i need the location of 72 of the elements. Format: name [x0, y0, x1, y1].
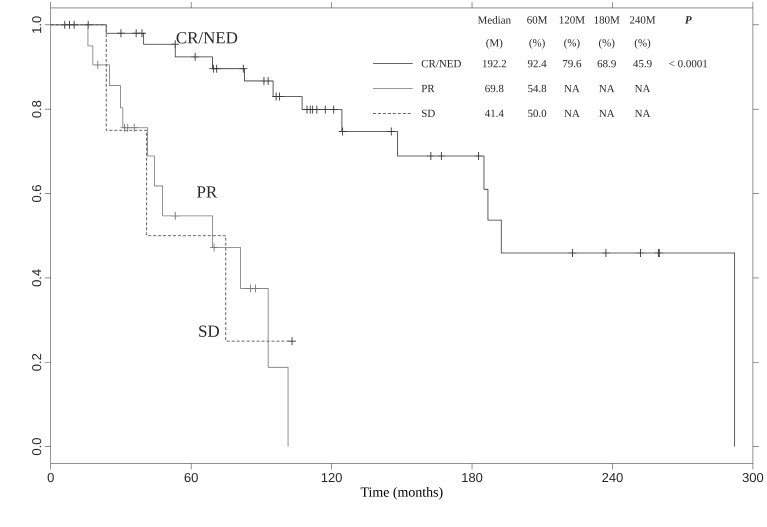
point	[238, 64, 248, 74]
annotation: NA	[634, 84, 650, 92]
x-tick-label: 60	[184, 472, 198, 482]
y-tick-label: 0.2	[32, 354, 42, 371]
point	[386, 127, 396, 136]
annotation: CR/NED	[176, 32, 238, 44]
x-tick-label: 0	[48, 472, 54, 482]
point	[84, 20, 93, 30]
point	[264, 76, 273, 86]
annotation: 240M	[630, 16, 656, 24]
annotation: 69.8	[485, 84, 504, 92]
point	[288, 336, 296, 346]
annotation: (%)	[564, 38, 580, 49]
point	[132, 28, 141, 38]
annotation: 68.9	[598, 60, 616, 68]
annotation: 50.0	[528, 110, 546, 118]
x-axis-title: Time (months)	[360, 486, 443, 500]
legend-label: SD	[422, 110, 435, 117]
annotation: < 0.0001	[669, 60, 708, 68]
y-tick-label: 0.4	[32, 269, 42, 286]
annotation: 192.2	[482, 60, 506, 68]
point	[130, 123, 139, 132]
annotation: 180M	[594, 16, 620, 24]
point	[474, 152, 484, 160]
point	[568, 248, 577, 258]
annotation: 60M	[527, 16, 548, 24]
point	[636, 248, 645, 258]
x-tick-label: 180	[462, 472, 482, 482]
legend-label: PR	[422, 84, 435, 92]
annotation: (%)	[598, 38, 614, 49]
annotation: 54.8	[528, 84, 546, 92]
annotation: NA	[564, 110, 580, 117]
y-tick-label: 0.8	[32, 100, 42, 118]
annotation: 41.4	[484, 110, 504, 118]
annotation: NA	[599, 84, 615, 92]
x-tick-label: 300	[742, 472, 764, 482]
x-tick-label: 240	[602, 472, 623, 482]
annotation: NA	[634, 110, 650, 117]
y-tick-label: 0.6	[32, 185, 42, 202]
point	[329, 105, 338, 114]
point	[116, 28, 126, 38]
point	[170, 211, 180, 220]
point	[190, 52, 200, 62]
annotation: PR	[197, 186, 218, 198]
point	[601, 248, 610, 258]
annotation: (M)	[486, 38, 502, 49]
annotation: 45.9	[633, 60, 652, 68]
annotation: (%)	[529, 38, 545, 49]
y-tick-label: 1.0	[32, 16, 42, 33]
annotation: P	[684, 16, 692, 24]
point	[338, 127, 348, 136]
point	[138, 28, 146, 38]
y-tick-label: 0.0	[32, 438, 42, 456]
point	[251, 284, 260, 293]
point	[320, 105, 330, 114]
point	[70, 20, 79, 30]
annotation: 79.6	[563, 60, 582, 68]
point	[210, 243, 219, 252]
x-tick-label: 120	[322, 472, 342, 482]
annotation: NA	[564, 84, 580, 92]
annotation: Median	[478, 16, 511, 24]
point	[93, 60, 102, 70]
point	[426, 152, 436, 160]
annotation: 92.4	[528, 60, 546, 68]
annotation: (%)	[634, 38, 650, 49]
point	[436, 152, 446, 160]
annotation: SD	[199, 325, 219, 337]
annotation: NA	[599, 110, 615, 117]
point	[123, 123, 132, 132]
legend-label: CR/NED	[422, 60, 461, 68]
annotation: 120M	[560, 16, 585, 24]
point	[212, 64, 222, 74]
